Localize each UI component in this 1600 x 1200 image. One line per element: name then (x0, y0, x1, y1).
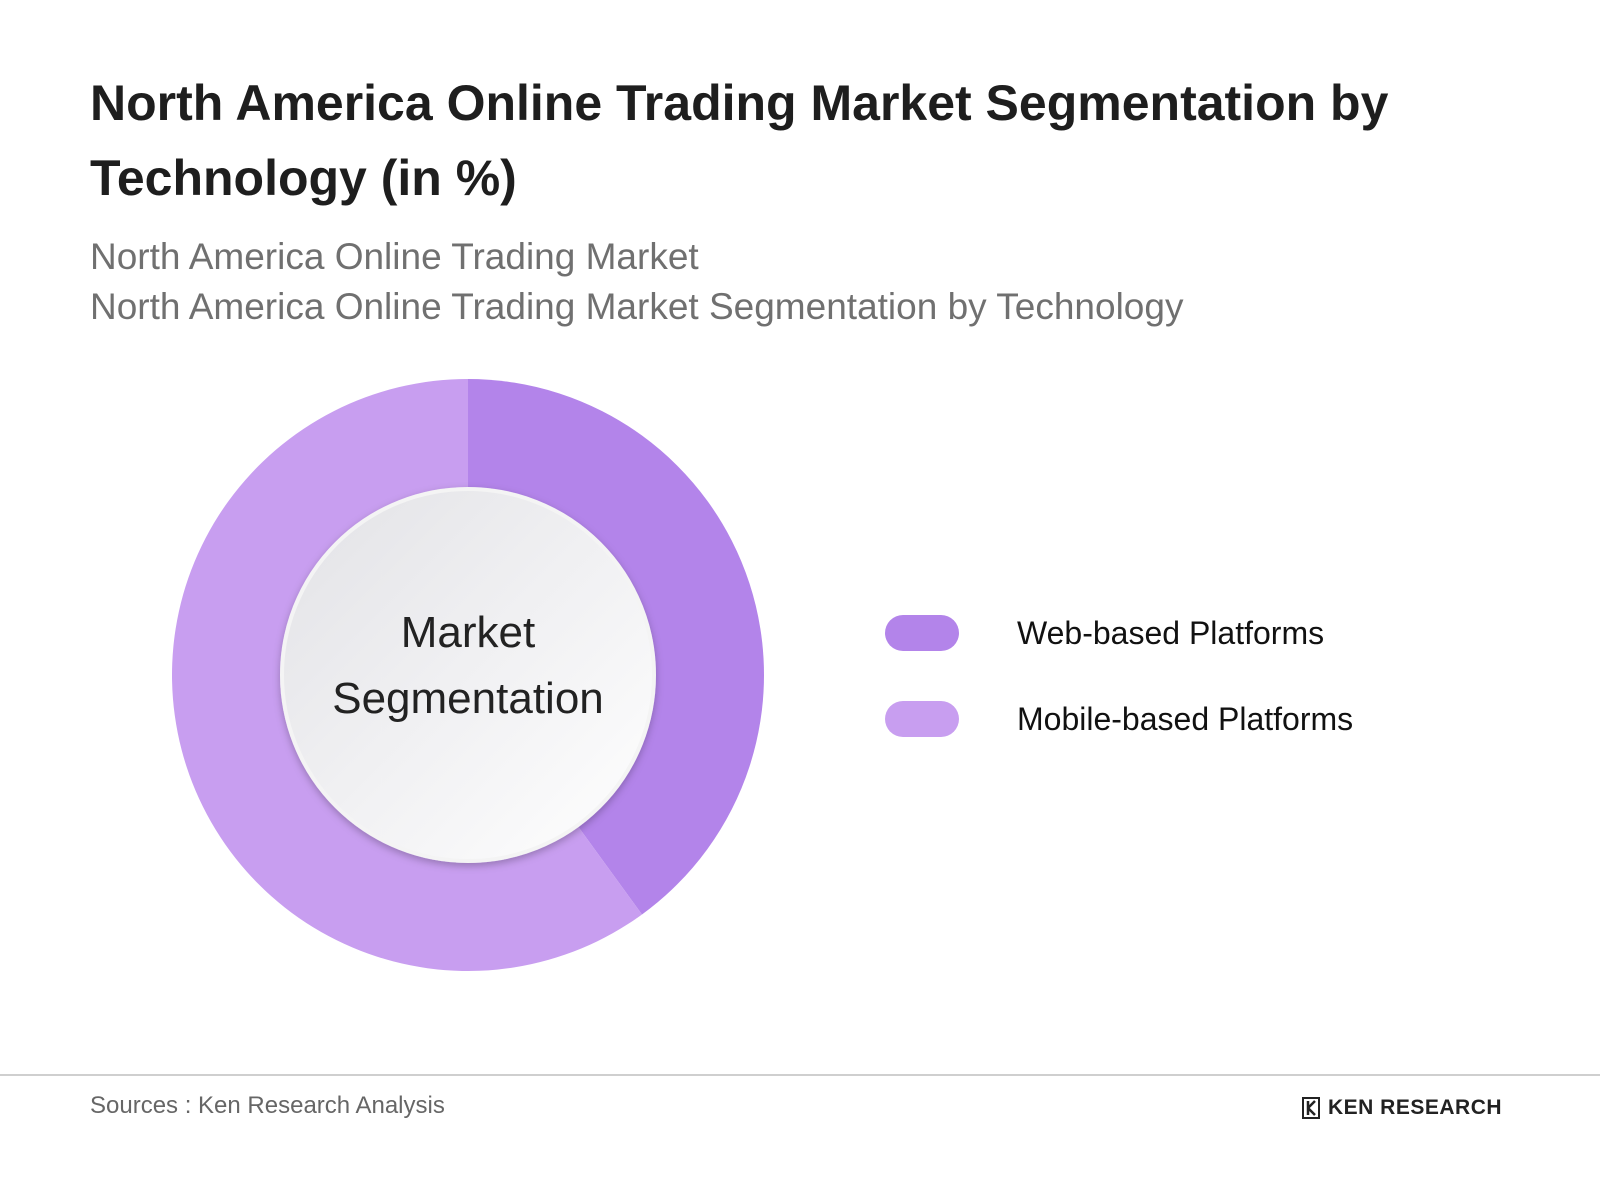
legend-swatch (885, 615, 959, 651)
subtitle: North America Online Trading Market (90, 236, 699, 277)
footer-rule (0, 1074, 1600, 1076)
legend-label: Mobile-based Platforms (1017, 701, 1354, 737)
center-label: Market Segmentation (332, 608, 604, 723)
subtitle: North America Online Trading Market Segm… (90, 286, 1184, 327)
legend-swatch (885, 701, 959, 737)
logo: KEN RESEARCH (1300, 1096, 1502, 1120)
source-note: Sources : Ken Research Analysis (90, 1092, 445, 1119)
center-disc (280, 487, 656, 863)
logo-icon (1302, 1097, 1320, 1119)
logo-text: KEN RESEARCH (1328, 1096, 1503, 1119)
chart-title: North America Online Trading Market Segm… (90, 75, 1389, 206)
legend-label: Web-based Platforms (1017, 615, 1325, 651)
